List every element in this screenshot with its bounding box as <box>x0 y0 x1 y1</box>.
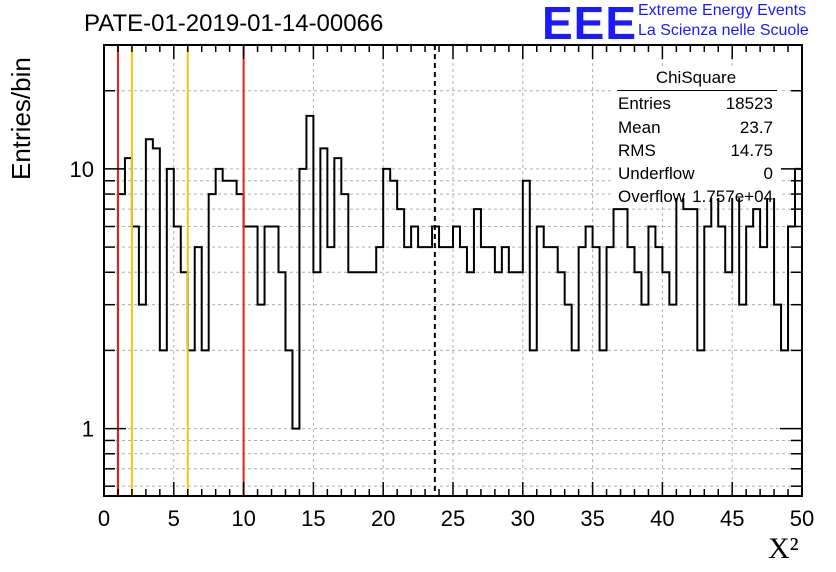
histogram-bars <box>104 114 803 497</box>
x-tick-label: 0 <box>98 506 110 531</box>
x-tick-label: 10 <box>231 506 255 531</box>
stats-value: 18523 <box>725 94 773 113</box>
x-tick-label: 15 <box>301 506 325 531</box>
eee-logo: EEE <box>542 0 638 49</box>
tick-marks <box>103 44 803 496</box>
stats-label: Mean <box>618 118 661 137</box>
y-tick-label: 1 <box>82 417 94 442</box>
x-tick-label: 25 <box>441 506 465 531</box>
x-tick-label: 20 <box>371 506 395 531</box>
stats-box: ChiSquare Entries 18523 Mean 23.7 RMS 14… <box>611 66 781 206</box>
stats-name: ChiSquare <box>655 68 737 87</box>
y-tick-label: 10 <box>70 157 94 182</box>
logo-line-2: La Scienza nelle Scuole <box>638 22 809 39</box>
x-tick-label: 50 <box>790 506 814 531</box>
x-axis-label: X² <box>768 532 799 565</box>
stats-label: Overflow <box>618 187 686 206</box>
stats-label: Underflow <box>618 164 695 183</box>
stats-value: 23.7 <box>739 118 773 137</box>
x-tick-label: 45 <box>720 506 744 531</box>
x-tick-label: 30 <box>511 506 535 531</box>
reference-lines <box>116 45 436 496</box>
stats-value: 14.75 <box>730 141 773 160</box>
stats-value: 1.757e+04 <box>692 187 773 206</box>
x-tick-label: 40 <box>650 506 674 531</box>
stats-divider <box>617 90 777 91</box>
tick-labels: 0 5 10 15 20 25 30 35 40 45 50 1 10 <box>70 157 815 531</box>
logo-line-1: Extreme Energy Events <box>638 2 807 19</box>
stats-label: RMS <box>618 141 656 160</box>
x-tick-label: 5 <box>168 506 180 531</box>
y-axis-label: Entries/bin <box>6 57 36 180</box>
chart-title: PATE-01-2019-01-14-00066 <box>84 10 384 37</box>
stats-label: Entries <box>618 94 671 113</box>
histogram-outline <box>104 114 803 497</box>
x-tick-label: 35 <box>580 506 604 531</box>
stats-value: 0 <box>763 164 773 183</box>
